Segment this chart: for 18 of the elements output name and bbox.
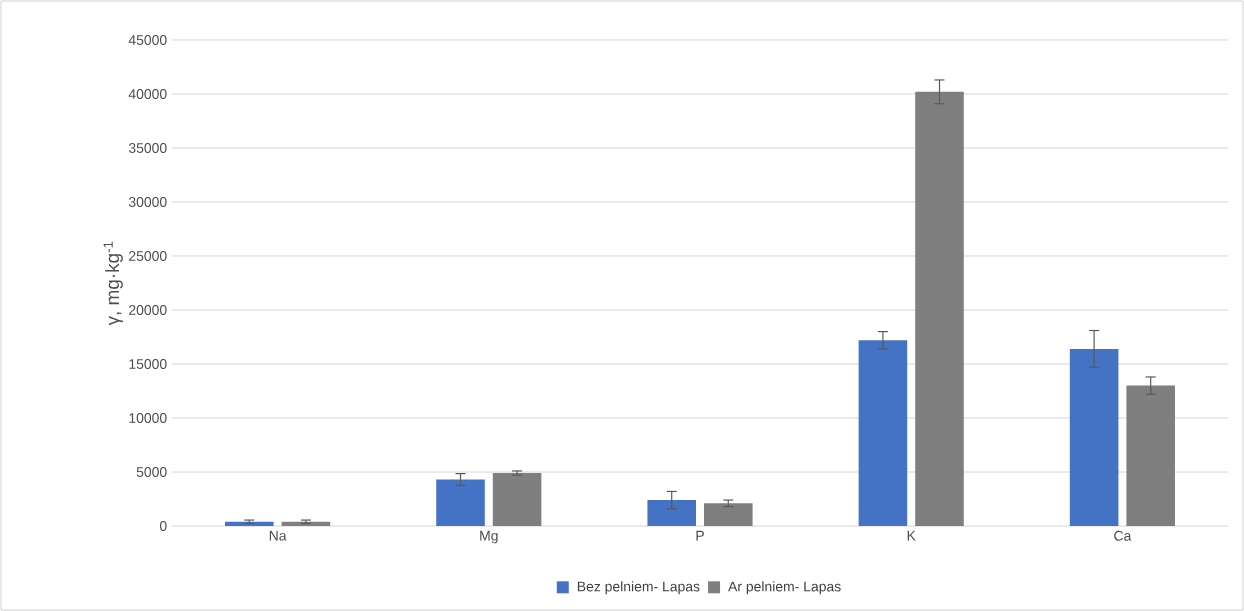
x-tick-label: Mg bbox=[480, 530, 498, 544]
y-tick-label: 0 bbox=[159, 521, 167, 531]
y-tick-label: 25000 bbox=[129, 251, 167, 261]
legend-label: Bez pelniem- Lapas bbox=[577, 581, 700, 595]
y-tick-label: 5000 bbox=[136, 467, 167, 477]
y-tick-label: 20000 bbox=[129, 305, 167, 315]
x-tick-label: K bbox=[907, 530, 916, 541]
y-tick-label: 10000 bbox=[129, 413, 167, 423]
x-tick-label: Na bbox=[269, 530, 287, 541]
y-tick-label: 30000 bbox=[128, 197, 167, 207]
x-tick-label: P bbox=[696, 530, 704, 541]
x-tick-label: Ca bbox=[1114, 530, 1132, 541]
legend-label: Ar pelniem- Lapas bbox=[728, 581, 841, 595]
y-axis-title: γ, mg·kg$^{-1}$ bbox=[103, 241, 123, 326]
y-tick-label: 40000 bbox=[128, 89, 167, 99]
y-tick-label: 45000 bbox=[128, 35, 167, 45]
y-tick-label: 15000 bbox=[129, 359, 167, 369]
y-tick-label: 35000 bbox=[128, 143, 167, 153]
